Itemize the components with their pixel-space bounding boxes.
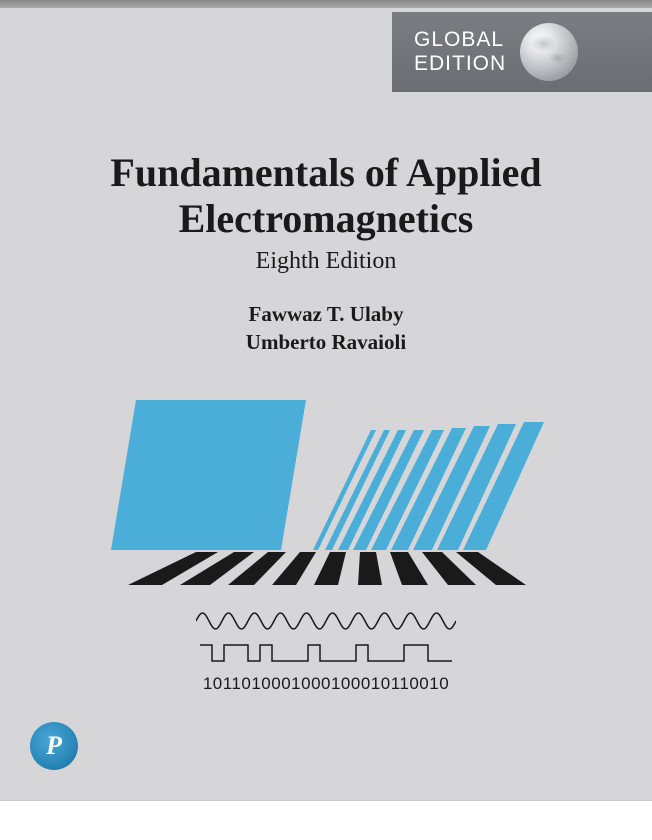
publisher-logo: P <box>30 722 78 770</box>
title-line2: Electromagnetics <box>0 196 652 242</box>
author-1: Fawwaz T. Ulaby <box>0 300 652 328</box>
top-gradient-strip <box>0 0 652 8</box>
publisher-letter: P <box>46 731 62 761</box>
perspective-stripes <box>128 552 526 585</box>
cover-artwork <box>106 380 546 600</box>
title-block: Fundamentals of Applied Electromagnetics… <box>0 150 652 275</box>
sine-wave-icon <box>196 610 456 632</box>
bottom-bar <box>0 800 652 840</box>
author-2: Umberto Ravaioli <box>0 328 652 356</box>
globe-icon <box>520 23 578 81</box>
blue-shape-left <box>111 400 306 550</box>
authors-block: Fawwaz T. Ulaby Umberto Ravaioli <box>0 300 652 357</box>
book-title: Fundamentals of Applied Electromagnetics <box>0 150 652 242</box>
title-line1: Fundamentals of Applied <box>0 150 652 196</box>
global-edition-badge: GLOBAL EDITION <box>392 12 652 92</box>
edition-text: Eighth Edition <box>0 248 652 275</box>
badge-line2: EDITION <box>414 52 506 76</box>
badge-text: GLOBAL EDITION <box>414 28 506 76</box>
digital-wave-icon <box>196 642 456 664</box>
blue-stripes-right <box>313 422 544 550</box>
signals-block: 1011010001000100010110010 <box>176 610 476 694</box>
badge-line1: GLOBAL <box>414 28 506 52</box>
binary-text: 1011010001000100010110010 <box>176 674 476 694</box>
